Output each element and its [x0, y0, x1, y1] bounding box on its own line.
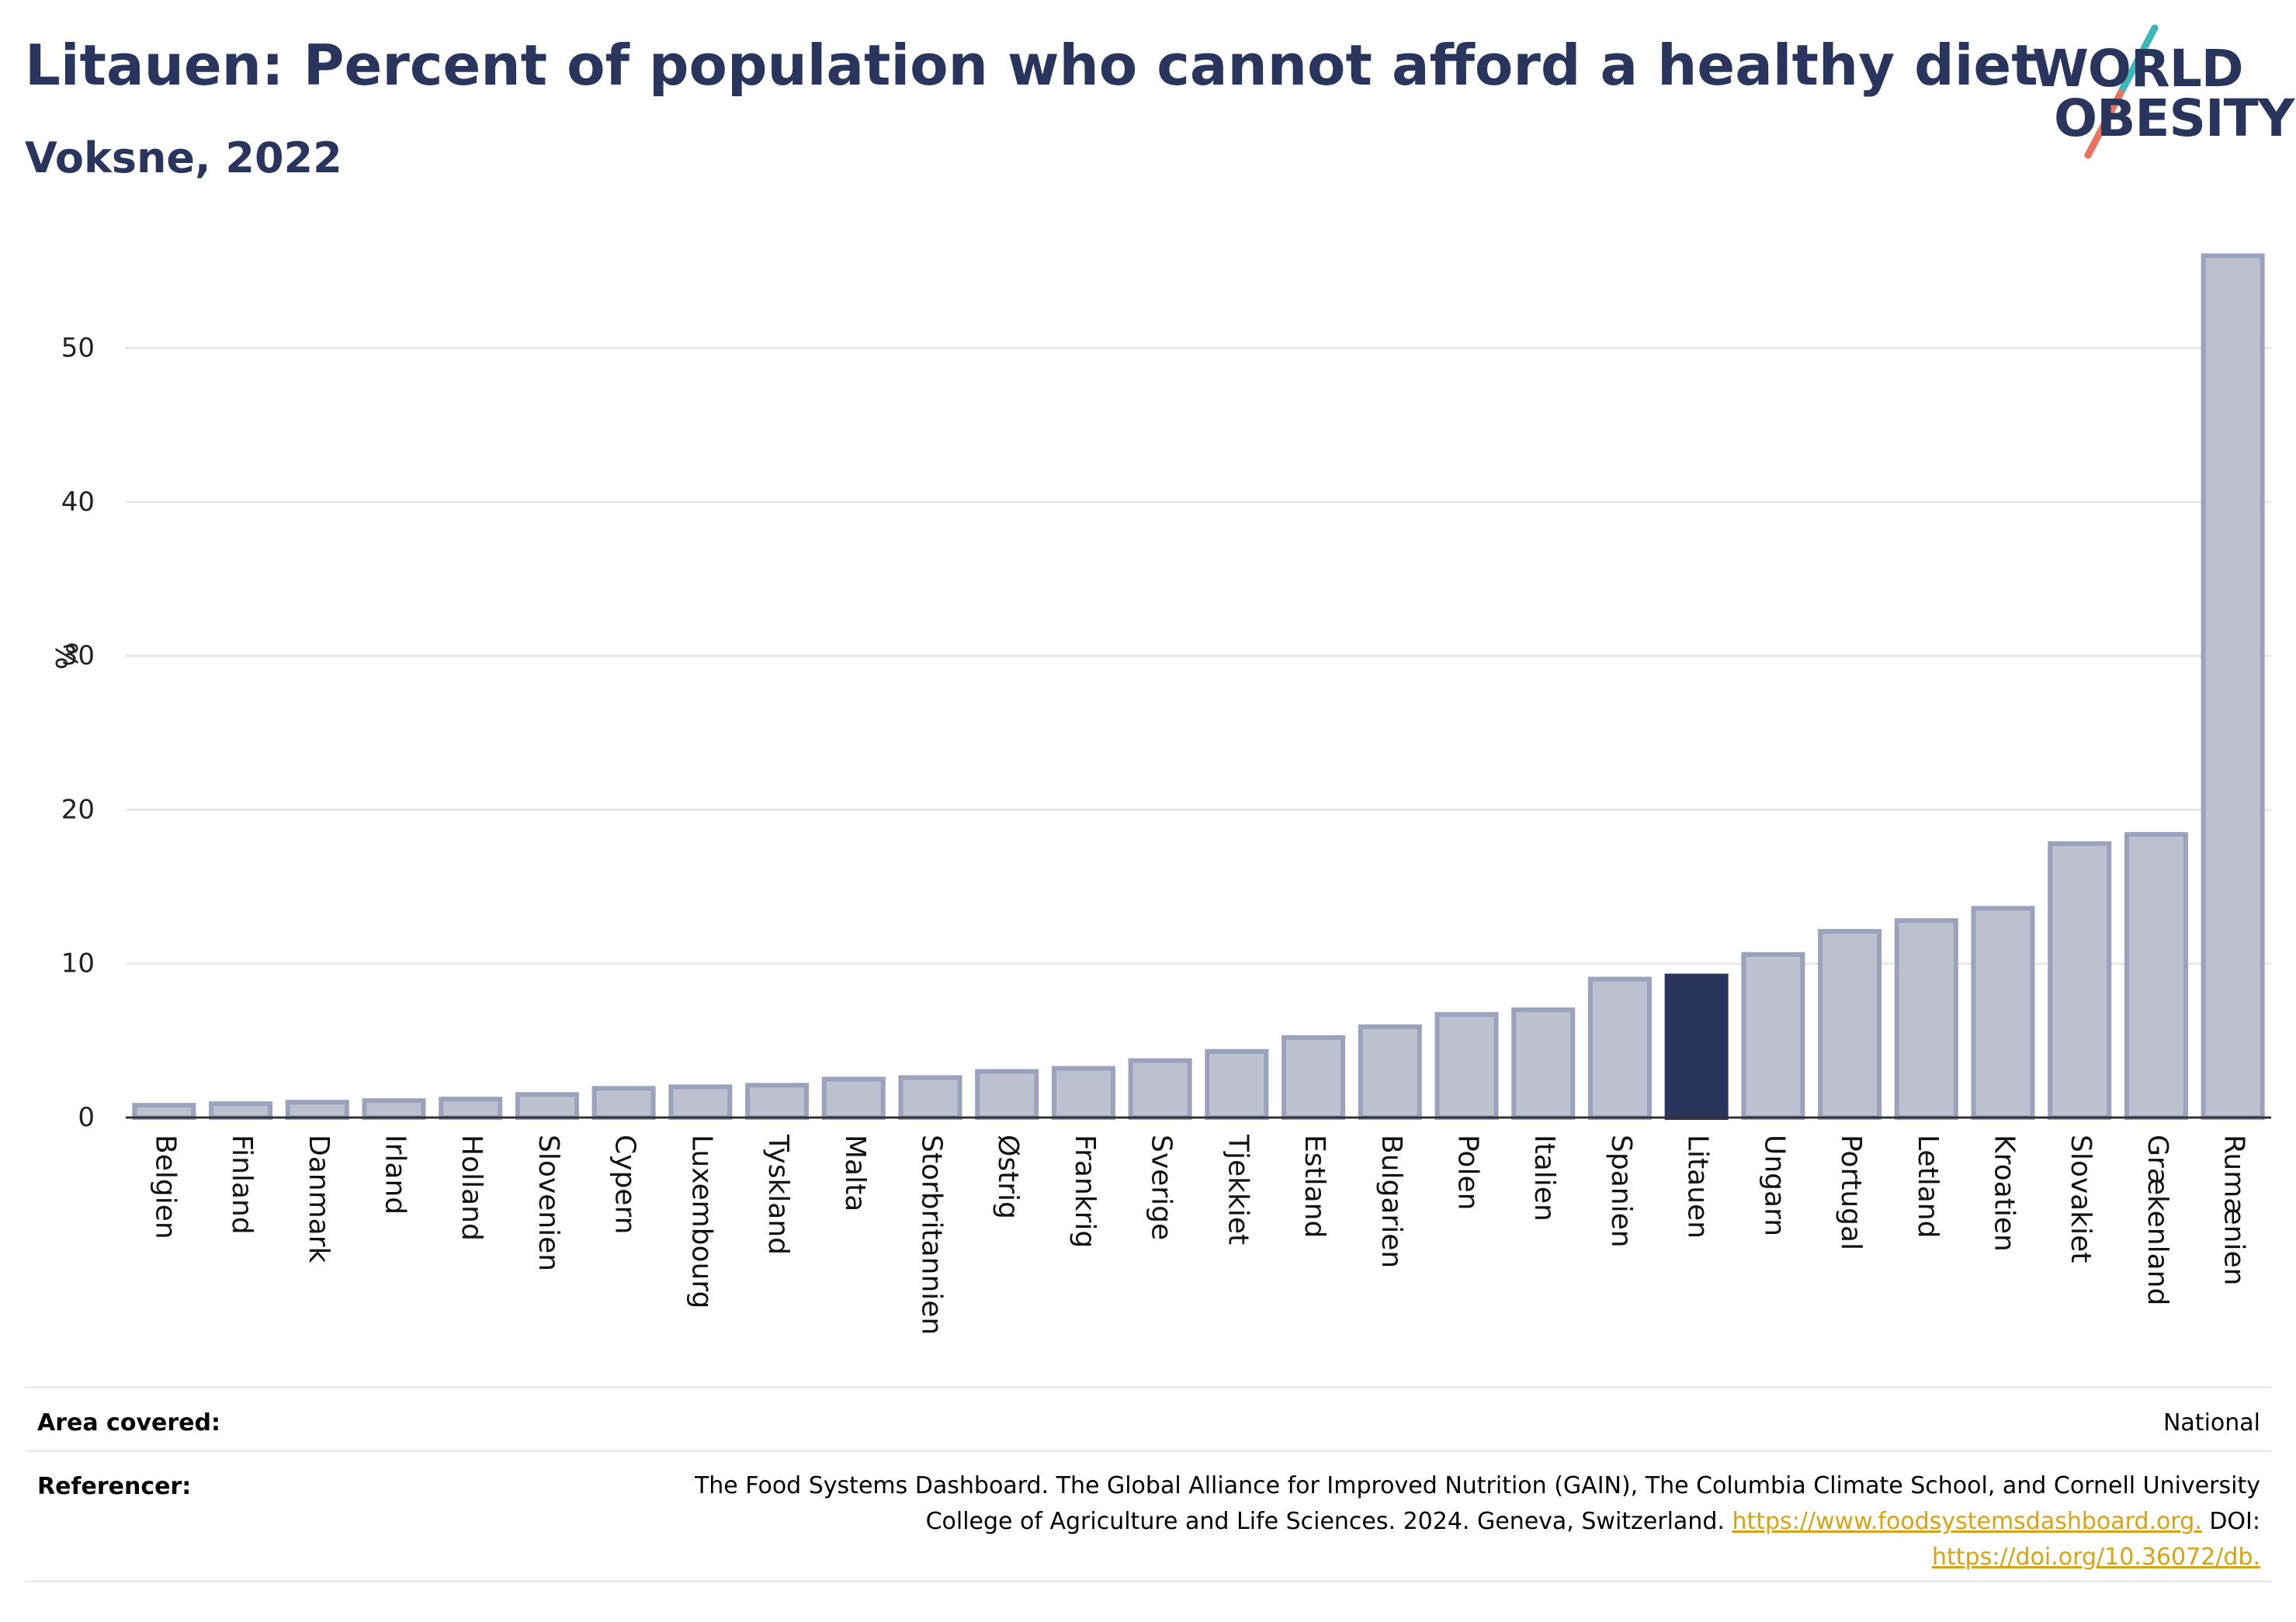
bar-grækenland [2124, 832, 2188, 1121]
area-covered-label: Area covered: [37, 1409, 220, 1437]
x-tick-label-luxembourg: Luxembourg [685, 1135, 717, 1308]
bar-holland [439, 1097, 503, 1120]
x-tick-label-irland: Irland [380, 1135, 411, 1215]
bar-frankrig [1051, 1066, 1115, 1120]
x-tick-label-østrig: Østrig [992, 1135, 1024, 1219]
references-label: Referencer: [37, 1473, 192, 1500]
logo-text-world: WORLD [2032, 39, 2244, 99]
x-tick-label-belgien: Belgien [149, 1135, 181, 1239]
x-tick-label-storbritannien: Storbritannien [916, 1135, 948, 1335]
logo-text-obesity: OBESITY [2054, 88, 2294, 148]
y-tick-label-30: 30 [61, 640, 95, 671]
x-tick-label-holland: Holland [456, 1135, 487, 1241]
x-tick-label-bulgarien: Bulgarien [1375, 1135, 1407, 1268]
x-tick-label-ungarn: Ungarn [1758, 1135, 1790, 1236]
x-tick-label-slovakiet: Slovakiet [2065, 1135, 2097, 1263]
x-tick-label-litauen: Litauen [1682, 1135, 1714, 1239]
y-tick-label-10: 10 [61, 948, 95, 979]
bar-estland [1282, 1035, 1346, 1121]
bar-østrig [975, 1069, 1039, 1121]
bar-tjekkiet [1205, 1048, 1269, 1120]
y-tick-label-40: 40 [61, 487, 95, 518]
chart-title: Litauen: Percent of population who canno… [25, 33, 2038, 98]
footer-divider-middle [25, 1450, 2271, 1452]
world-obesity-logo: WORLD OBESITY [2026, 23, 2294, 163]
x-tick-label-cypern: Cypern [609, 1135, 641, 1234]
x-tick-label-portugal: Portugal [1835, 1135, 1867, 1250]
bar-slovakiet [2048, 841, 2112, 1120]
bar-letland [1894, 918, 1958, 1121]
doi-link[interactable]: https://doi.org/10.36072/db. [1932, 1544, 2260, 1571]
x-tick-label-italien: Italien [1528, 1135, 1560, 1222]
x-tick-label-slovenien: Slovenien [532, 1135, 564, 1271]
bar-luxembourg [668, 1084, 733, 1120]
x-tick-label-tyskland: Tyskland [762, 1134, 794, 1255]
logo-slash-icon [2084, 24, 2159, 159]
reference-line-1: The Food Systems Dashboard. The Global A… [694, 1472, 2260, 1499]
bar-sverige [1128, 1058, 1192, 1121]
y-axis-label: % [49, 642, 83, 670]
x-tick-label-estland: Estland [1299, 1135, 1330, 1238]
references-text: The Food Systems Dashboard. The Global A… [591, 1468, 2260, 1575]
bar-portugal [1818, 929, 1882, 1120]
x-tick-label-polen: Polen [1452, 1135, 1484, 1210]
x-tick-label-letland: Letland [1912, 1135, 1944, 1238]
bar-slovenien [515, 1092, 579, 1121]
area-covered-value: National [2162, 1409, 2260, 1437]
x-tick-label-sverige: Sverige [1146, 1135, 1177, 1240]
x-tick-label-malta: Malta [839, 1135, 871, 1211]
bar-ungarn [1741, 951, 1805, 1120]
x-tick-label-finland: Finland [226, 1135, 258, 1235]
bar-polen [1434, 1012, 1499, 1121]
bar-italien [1511, 1007, 1576, 1120]
chart-subtitle: Voksne, 2022 [25, 133, 342, 182]
bar-storbritannien [898, 1075, 962, 1121]
bar-finland [209, 1101, 273, 1120]
bar-irland [362, 1098, 426, 1121]
reference-line-3: https://doi.org/10.36072/db. [591, 1540, 2260, 1575]
x-tick-label-rumænien: Rumænien [2218, 1135, 2250, 1285]
doi-label: DOI: [2209, 1508, 2260, 1535]
bar-litauen [1664, 973, 1729, 1120]
y-tick-label-50: 50 [61, 333, 95, 364]
bar-bulgarien [1358, 1024, 1422, 1121]
reference-line-2-text: College of Agriculture and Life Sciences… [925, 1508, 1725, 1535]
foodsystems-dashboard-link[interactable]: https://www.foodsystemsdashboard.org. [1732, 1508, 2202, 1535]
bar-belgien [132, 1103, 196, 1120]
bar-chart: 0 10 20 30 40 50% Belgien Finland Danmark Irland H… [49, 253, 2271, 1335]
x-tick-label-spanien: Spanien [1605, 1135, 1637, 1248]
y-tick-label-0: 0 [78, 1102, 95, 1133]
bar-cypern [591, 1086, 656, 1120]
bar-spanien [1587, 976, 1652, 1121]
bar-kroatien [1971, 906, 2035, 1120]
bar-rumænien [2201, 253, 2265, 1120]
x-tick-label-danmark: Danmark [303, 1135, 335, 1263]
footer-divider-bottom [25, 1580, 2271, 1582]
x-tick-label-grækenland: Grækenland [2142, 1135, 2173, 1305]
x-tick-label-frankrig: Frankrig [1069, 1135, 1101, 1248]
footer-divider-top [25, 1386, 2271, 1388]
bar-danmark [285, 1100, 349, 1121]
bar-tyskland [745, 1083, 810, 1121]
y-tick-label-20: 20 [61, 794, 95, 825]
x-tick-label-kroatien: Kroatien [1989, 1135, 2020, 1252]
reference-line-2: College of Agriculture and Life Sciences… [591, 1504, 2260, 1540]
x-tick-label-tjekkiet: Tjekkiet [1222, 1134, 1254, 1245]
bar-malta [821, 1076, 886, 1121]
